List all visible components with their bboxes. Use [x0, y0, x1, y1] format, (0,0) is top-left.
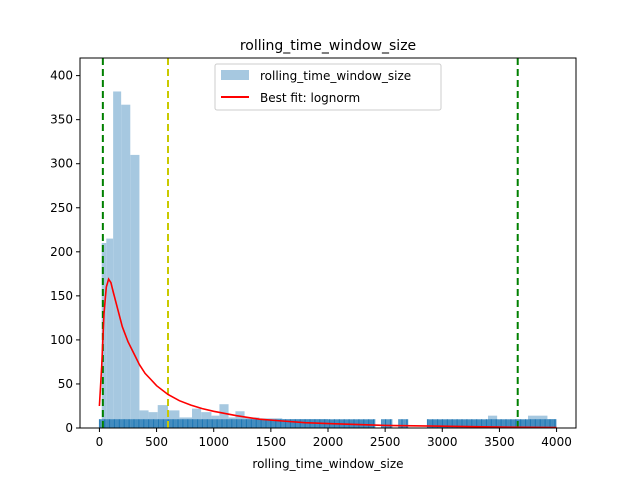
histogram-bar-4 [130, 154, 140, 428]
x-tick-label-5: 2500 [370, 435, 401, 449]
x-tick-label-3: 1500 [256, 435, 287, 449]
histogram-bar-5 [139, 410, 149, 428]
histogram-bar-14 [228, 417, 236, 428]
histogram-bar-0 [101, 243, 107, 428]
y-tick-label-2: 100 [50, 333, 73, 347]
histogram-bar-13 [219, 404, 229, 428]
legend-label-fit: Best fit: lognorm [260, 91, 360, 105]
rug-group-2 [398, 419, 409, 428]
axis-ticks: 0 500 1000 1500 2000 2500 3000 3500 4000 0 50 100 15… [50, 69, 572, 449]
y-tick-label-0: 0 [65, 421, 73, 435]
y-tick-label-1: 50 [58, 377, 73, 391]
histogram-bar-1 [106, 238, 114, 428]
fit-line [98, 277, 557, 429]
histogram-bar-7 [157, 405, 168, 428]
histogram-bar-2 [113, 91, 122, 428]
y-tick-label-4: 200 [50, 245, 73, 259]
rug-group-1 [381, 419, 393, 428]
histogram-bar-10 [192, 408, 202, 428]
y-tick-label-8: 400 [50, 69, 73, 83]
x-tick-label-7: 3500 [484, 435, 515, 449]
plot-area [98, 58, 557, 429]
x-tick-label-2: 1000 [198, 435, 229, 449]
x-tick-label-8: 4000 [541, 435, 572, 449]
legend-box [214, 63, 442, 111]
x-tick-label-1: 500 [145, 435, 168, 449]
y-tick-label-3: 150 [50, 289, 73, 303]
y-tick-label-5: 250 [50, 201, 73, 215]
chart-title: rolling_time_window_size [240, 38, 416, 54]
x-tick-label-4: 2000 [313, 435, 344, 449]
histogram-bar-20 [428, 420, 488, 428]
legend-label-histogram: rolling_time_window_size [260, 69, 411, 83]
x-axis-label: rolling_time_window_size [252, 457, 403, 471]
legend: rolling_time_window_size Best fit: logno… [214, 63, 442, 111]
x-tick-label-0: 0 [96, 435, 104, 449]
histogram-bar-3 [121, 104, 131, 428]
y-tick-label-6: 300 [50, 157, 73, 171]
legend-swatch-histogram [221, 70, 249, 80]
x-tick-label-6: 3000 [427, 435, 458, 449]
y-tick-label-7: 350 [50, 113, 73, 127]
